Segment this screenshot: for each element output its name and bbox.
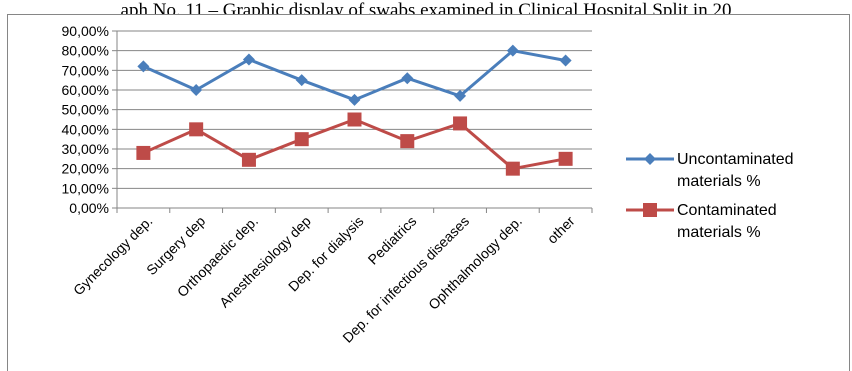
y-tick-label: 90,00% bbox=[62, 23, 109, 39]
x-category-label: Pediatrics bbox=[365, 213, 420, 268]
data-point bbox=[136, 145, 151, 160]
series-group bbox=[136, 44, 573, 176]
legend-label-uncontaminated-line1: Uncontaminated bbox=[677, 151, 794, 168]
y-tick-label: 0,00% bbox=[69, 200, 109, 216]
data-point bbox=[348, 93, 361, 106]
series-line-1 bbox=[142, 118, 566, 171]
x-category-label: Gynecology dep. bbox=[70, 213, 156, 299]
y-tick-label: 80,00% bbox=[62, 43, 109, 59]
legend-marker-uncontaminated bbox=[644, 153, 656, 165]
data-point bbox=[190, 84, 203, 96]
data-point bbox=[295, 74, 308, 87]
y-tick-label: 10,00% bbox=[62, 180, 109, 196]
data-point bbox=[241, 152, 256, 167]
x-category-label: Ophthalmology dep. bbox=[425, 213, 525, 313]
legend-marker-contaminated bbox=[643, 203, 657, 217]
y-tick-label: 20,00% bbox=[62, 161, 109, 177]
x-axis bbox=[116, 31, 593, 213]
gridlines bbox=[117, 30, 592, 189]
data-point bbox=[559, 54, 572, 67]
data-point bbox=[400, 134, 415, 149]
data-point bbox=[401, 72, 414, 85]
y-tick-label: 30,00% bbox=[62, 141, 109, 157]
data-point bbox=[453, 116, 468, 131]
legend-label-contaminated-line1: Contaminated bbox=[677, 202, 777, 219]
y-axis-ticks: 0,00% 10,00% 20,00% 30,00% 40,00% 50,00% 60,00… bbox=[62, 23, 117, 216]
y-tick-label: 70,00% bbox=[62, 62, 109, 78]
series-line-0 bbox=[142, 49, 566, 102]
data-point bbox=[505, 161, 520, 176]
data-point bbox=[189, 122, 204, 137]
y-tick-label: 40,00% bbox=[62, 121, 109, 137]
x-category-label: Anesthesiology dep bbox=[216, 213, 314, 311]
legend: Uncontaminated materials % Contaminated … bbox=[626, 151, 794, 241]
y-tick-label: 60,00% bbox=[62, 82, 109, 98]
data-point bbox=[558, 151, 573, 166]
data-point bbox=[242, 53, 255, 66]
legend-label-contaminated-line2: materials % bbox=[677, 224, 761, 241]
data-point bbox=[347, 112, 362, 127]
y-tick-label: 50,00% bbox=[62, 102, 109, 118]
chart-frame bbox=[7, 14, 850, 371]
x-category-label: other bbox=[544, 213, 578, 247]
data-point bbox=[454, 89, 467, 102]
data-point bbox=[137, 60, 150, 73]
data-point bbox=[294, 132, 309, 147]
data-point bbox=[506, 44, 519, 57]
legend-label-uncontaminated-line2: materials % bbox=[677, 173, 761, 190]
